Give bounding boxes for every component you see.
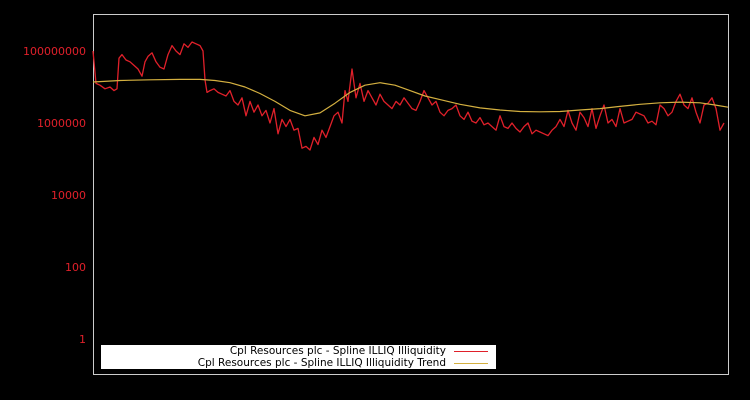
legend: Cpl Resources plc - Spline ILLIQ Illiqui…: [101, 345, 496, 369]
y-tick-label: 100: [65, 261, 86, 274]
illiquidity-trend-line: [92, 78, 729, 117]
plot-series: [92, 41, 729, 151]
legend-label: Cpl Resources plc - Spline ILLIQ Illiqui…: [229, 345, 446, 357]
y-tick-label: 1: [79, 333, 86, 346]
y-axis-ticks: 1 100 10000 1000000 100000000: [23, 45, 86, 346]
legend-swatch-gold: [454, 362, 488, 364]
y-tick-label: 100000000: [23, 45, 86, 58]
y-tick-label: 1000000: [37, 117, 86, 130]
illiquidity-line: [92, 41, 725, 151]
legend-label: Cpl Resources plc - Spline ILLIQ Illiqui…: [197, 357, 446, 369]
y-tick-label: 10000: [51, 189, 86, 202]
plot-frame: [93, 14, 729, 375]
legend-item-trend: Cpl Resources plc - Spline ILLIQ Illiqui…: [198, 357, 496, 369]
legend-swatch-red: [454, 350, 488, 352]
legend-item-illiquidity: Cpl Resources plc - Spline ILLIQ Illiqui…: [230, 345, 496, 357]
